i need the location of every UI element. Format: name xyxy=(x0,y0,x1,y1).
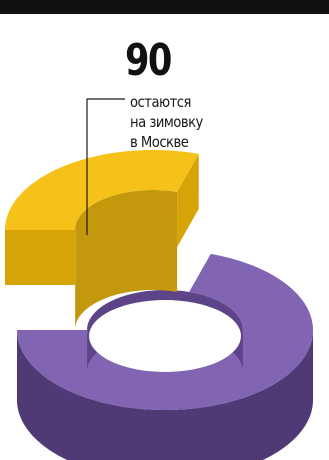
donut-hole xyxy=(89,300,241,372)
top-cropped-header xyxy=(0,0,329,14)
purple-top-face xyxy=(17,253,313,410)
purple-outer-wall xyxy=(17,330,313,460)
yellow-end-face-left xyxy=(5,230,75,285)
slice-yellow xyxy=(5,150,199,328)
annotation-line-3: в Москве xyxy=(130,133,189,151)
yellow-inner-wall xyxy=(75,190,178,328)
annotation-value: 90 xyxy=(125,35,172,86)
slice-purple xyxy=(17,253,313,460)
annotation-line-2: на зимовку xyxy=(130,113,203,131)
annotation-leader-line xyxy=(86,98,125,235)
annotation-line-1: остаются xyxy=(130,93,191,111)
yellow-end-face-right xyxy=(177,153,199,247)
annotation-text: остаются на зимовку в Москве xyxy=(130,92,236,152)
yellow-top-face xyxy=(5,150,199,230)
